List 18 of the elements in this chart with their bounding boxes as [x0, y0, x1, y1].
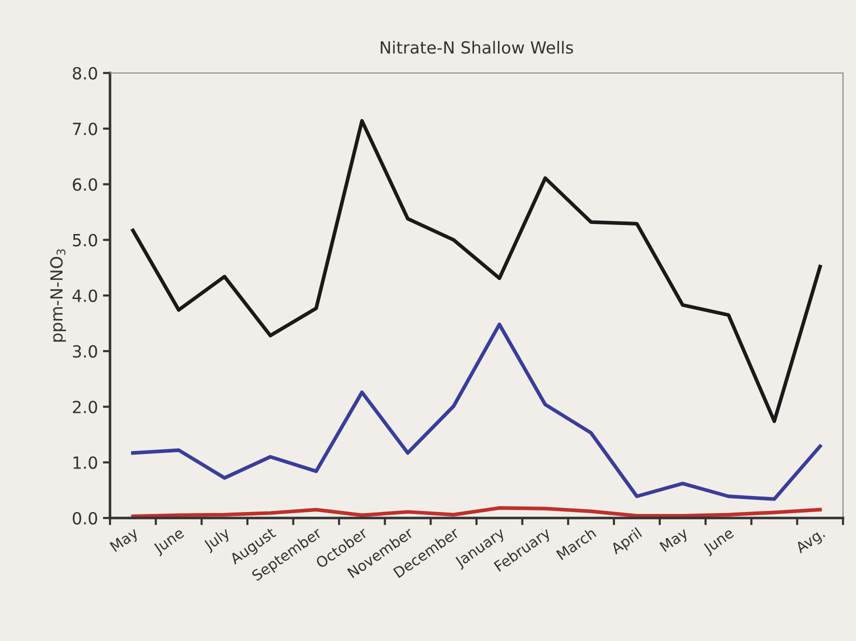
x-tick-label: May	[110, 526, 141, 554]
x-tick-label: Avg.	[794, 528, 827, 556]
y-tick-label: 2.0	[72, 400, 98, 414]
y-tick-label: 4.0	[72, 289, 98, 302]
x-tick-label: July	[202, 526, 232, 554]
chart-title: Nitrate-N Shallow Wells	[380, 40, 574, 54]
y-tick-label: 3.0	[72, 345, 98, 358]
y-tick-label: 8.0	[72, 66, 98, 80]
line-series	[131, 506, 822, 518]
y-tick-label: 0.0	[72, 512, 98, 525]
y-tick-label: 7.0	[73, 122, 98, 136]
line-series	[131, 322, 822, 501]
y-tick-label: 6.0	[72, 178, 98, 191]
y-tick-label: 5.0	[72, 234, 98, 246]
x-tick-label: May	[659, 526, 690, 554]
line-series	[131, 119, 822, 424]
y-axis-title: ppm-N-NO$_{3}$	[50, 249, 66, 342]
y-tick-label: 1.0	[74, 456, 98, 469]
